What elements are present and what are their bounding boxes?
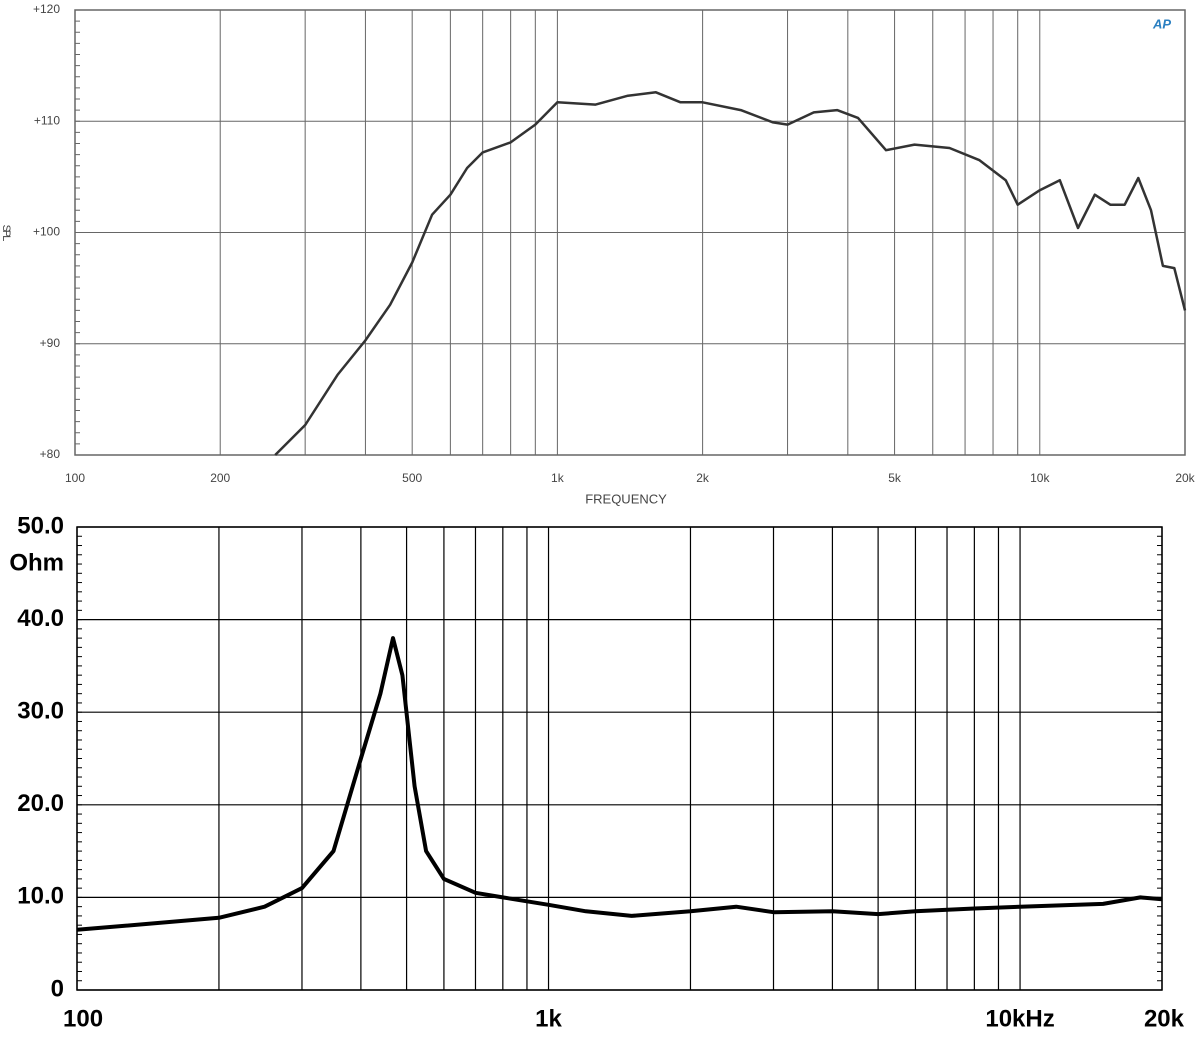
- y-tick-label: +110: [34, 113, 60, 127]
- y-tick-label: 40.0: [17, 605, 64, 632]
- y-tick-label: 50.0: [17, 512, 64, 539]
- chart: 100 200 500 1k 2k 5k 10k 20k +80 +90 +100 +110 +120 S…: [0, 2, 1196, 506]
- y-axis-label: SPL: [0, 225, 12, 242]
- plot-frame: [76, 526, 1163, 991]
- x-tick-label: 20k: [1144, 1005, 1185, 1032]
- x-tick-label: 100: [65, 471, 85, 485]
- x-tick-label: 10k: [1030, 471, 1050, 485]
- x-tick-label: 2k: [696, 471, 710, 485]
- chart: 100 1k 10kHz 20k 0 10.0 20.0 30.0 40.0 50.0 Ohm: [9, 512, 1184, 1032]
- response-line: [76, 636, 1163, 932]
- response-line: [274, 91, 1187, 456]
- y-tick-label: +90: [40, 336, 61, 350]
- y-tick-label: +100: [33, 225, 60, 239]
- x-tick-label: 200: [210, 471, 230, 485]
- y-tick-label: 10.0: [17, 883, 64, 910]
- y-tick-label: +120: [33, 2, 60, 16]
- y-tick-label: 20.0: [17, 790, 64, 817]
- x-axis-label: FREQUENCY: [585, 491, 667, 506]
- x-tick-label: 1k: [535, 1005, 562, 1032]
- y-tick-label: 30.0: [17, 698, 64, 725]
- y-tick-label: 0: [51, 975, 64, 1002]
- x-tick-label: 100: [63, 1005, 103, 1032]
- logo: AP: [1152, 16, 1171, 31]
- x-tick-label: 5k: [888, 471, 902, 485]
- y-tick-label: +80: [40, 447, 61, 461]
- x-tick-label: 20k: [1175, 471, 1195, 485]
- y-axis-label: Ohm: [9, 549, 64, 576]
- x-tick-label: 1k: [551, 471, 565, 485]
- x-tick-label: 500: [402, 471, 422, 485]
- x-tick-label: 10kHz: [985, 1005, 1054, 1032]
